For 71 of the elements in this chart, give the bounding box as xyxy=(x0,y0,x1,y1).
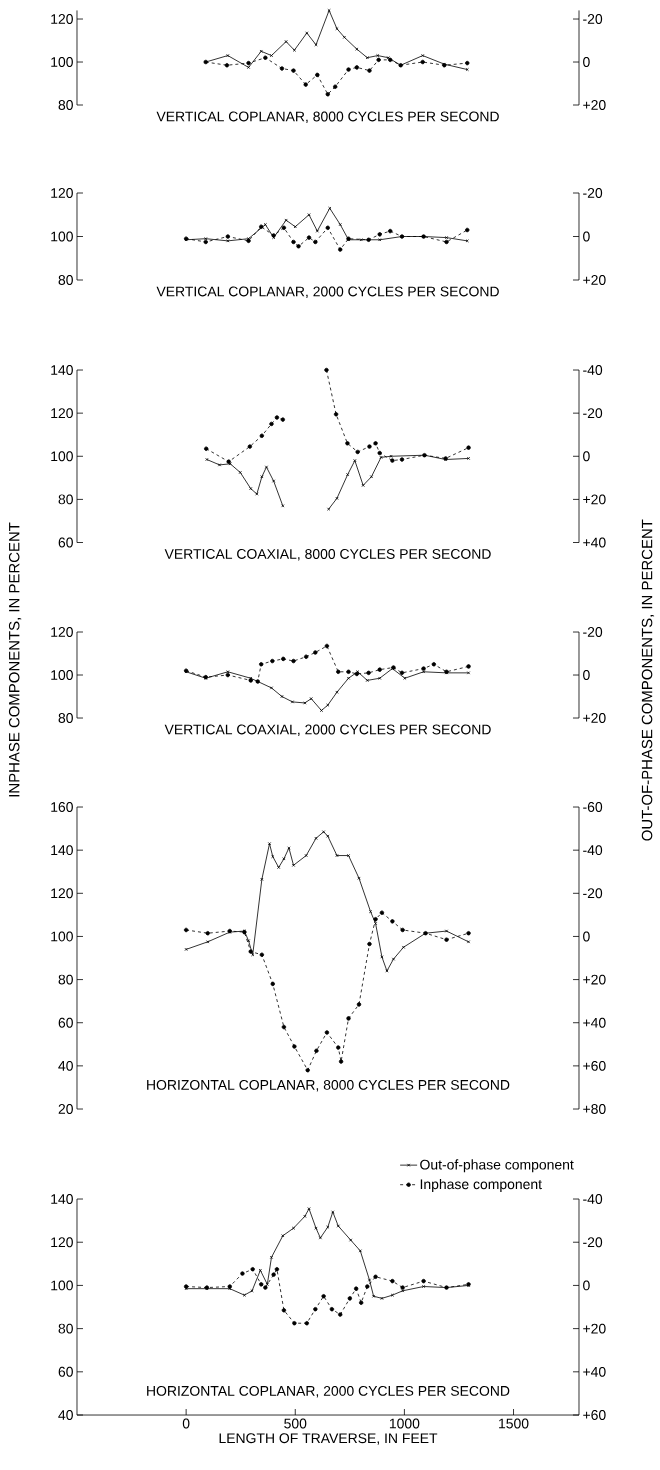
y2-tick-label: -40 xyxy=(583,845,603,856)
legend-label: Inphase component xyxy=(420,1178,542,1192)
y2-tick-label: +60 xyxy=(583,1410,606,1420)
y-tick-label: 60 xyxy=(58,1017,73,1028)
y-axis-title: INPHASE COMPONENTS, IN PERCENT xyxy=(8,522,22,797)
y2-tick-label: 0 xyxy=(583,931,590,942)
y2-tick-label: -60 xyxy=(583,802,603,812)
y2-tick-label: +20 xyxy=(583,275,606,285)
y2-tick-label: -40 xyxy=(583,365,603,375)
text: HORIZONTAL COPLANAR, 2000 CYCLES PER SECOND xyxy=(147,1385,510,1398)
text: VERTICAL COAXIAL, 2000 CYCLES PER SECOND xyxy=(164,724,491,737)
x-axis-title: LENGTH OF TRAVERSE, IN FEET xyxy=(219,1433,438,1445)
y-tick-label: 100 xyxy=(51,670,73,680)
y-tick-label: 80 xyxy=(58,1323,73,1334)
y-tick-label: 120 xyxy=(51,14,73,24)
legend-label: Out-of-phase component xyxy=(420,1159,574,1173)
x-tick-label: 0 xyxy=(182,1418,190,1429)
y2-tick-label: -20 xyxy=(583,888,603,899)
y-tick-label: 100 xyxy=(51,451,73,462)
y-tick-label: 80 xyxy=(58,974,73,985)
y2-tick-label: -20 xyxy=(583,188,603,198)
x-tick-label: 500 xyxy=(284,1418,307,1429)
y-tick-label: 100 xyxy=(51,57,73,67)
y2-tick-label: -20 xyxy=(583,1237,603,1248)
y-tick-label: 40 xyxy=(58,1410,73,1420)
y2-tick-label: +20 xyxy=(583,713,606,723)
y2-tick-label: +40 xyxy=(583,1366,606,1377)
y-tick-label: 120 xyxy=(51,408,73,419)
y-tick-label: 80 xyxy=(58,713,73,723)
y2-tick-label: +20 xyxy=(583,100,606,110)
y-tick-label: 140 xyxy=(51,845,73,856)
x-tick-label: 1000 xyxy=(389,1418,420,1429)
y-tick-label: 80 xyxy=(58,100,73,110)
y-tick-label: 60 xyxy=(58,1366,73,1377)
y2-tick-label: -20 xyxy=(583,627,603,637)
y2-tick-label: +20 xyxy=(583,1323,606,1334)
y-tick-label: 80 xyxy=(58,494,73,505)
y2-tick-label: +20 xyxy=(583,974,606,985)
text: VERTICAL COPLANAR, 8000 CYCLES PER SECOND xyxy=(156,111,499,124)
y-tick-label: 100 xyxy=(51,931,73,942)
y2-tick-label: 0 xyxy=(583,670,590,680)
y2-tick-label: +80 xyxy=(583,1104,606,1114)
y2-tick-label: -20 xyxy=(583,408,603,419)
y-tick-label: 120 xyxy=(51,1237,73,1248)
y2-tick-label: -40 xyxy=(583,1194,603,1204)
y-tick-label: 20 xyxy=(58,1104,73,1114)
y2-tick-label: +20 xyxy=(583,494,606,505)
text: VERTICAL COAXIAL, 8000 CYCLES PER SECOND xyxy=(164,549,491,561)
text: HORIZONTAL COPLANAR, 8000 CYCLES PER SECOND xyxy=(147,1079,510,1092)
y2-tick-label: +40 xyxy=(583,1017,606,1028)
y-tick-label: 40 xyxy=(58,1060,73,1071)
text: VERTICAL COPLANAR, 2000 CYCLES PER SECOND xyxy=(156,286,499,299)
x-tick-label: 1500 xyxy=(499,1418,529,1429)
y-tick-label: 160 xyxy=(51,802,73,812)
y-tick-label: 80 xyxy=(58,275,73,285)
y-tick-label: 100 xyxy=(51,231,73,242)
y2-tick-label: -20 xyxy=(583,14,603,24)
y-tick-label: 120 xyxy=(51,627,73,637)
y-tick-label: 120 xyxy=(51,188,73,198)
y2-tick-label: +40 xyxy=(583,537,606,548)
y2-axis-title: OUT-OF-PHASE COMPONENTS, IN PERCENT xyxy=(641,519,655,841)
y2-tick-label: 0 xyxy=(583,57,590,67)
y-tick-label: 140 xyxy=(51,365,73,375)
y2-tick-label: +60 xyxy=(583,1060,606,1071)
y-tick-label: 100 xyxy=(51,1280,73,1291)
y-tick-label: 60 xyxy=(58,537,73,548)
y-tick-label: 140 xyxy=(51,1194,73,1204)
y-tick-label: 120 xyxy=(51,888,73,899)
y2-tick-label: 0 xyxy=(583,231,590,242)
y2-tick-label: 0 xyxy=(583,1280,590,1291)
y2-tick-label: 0 xyxy=(583,451,590,462)
